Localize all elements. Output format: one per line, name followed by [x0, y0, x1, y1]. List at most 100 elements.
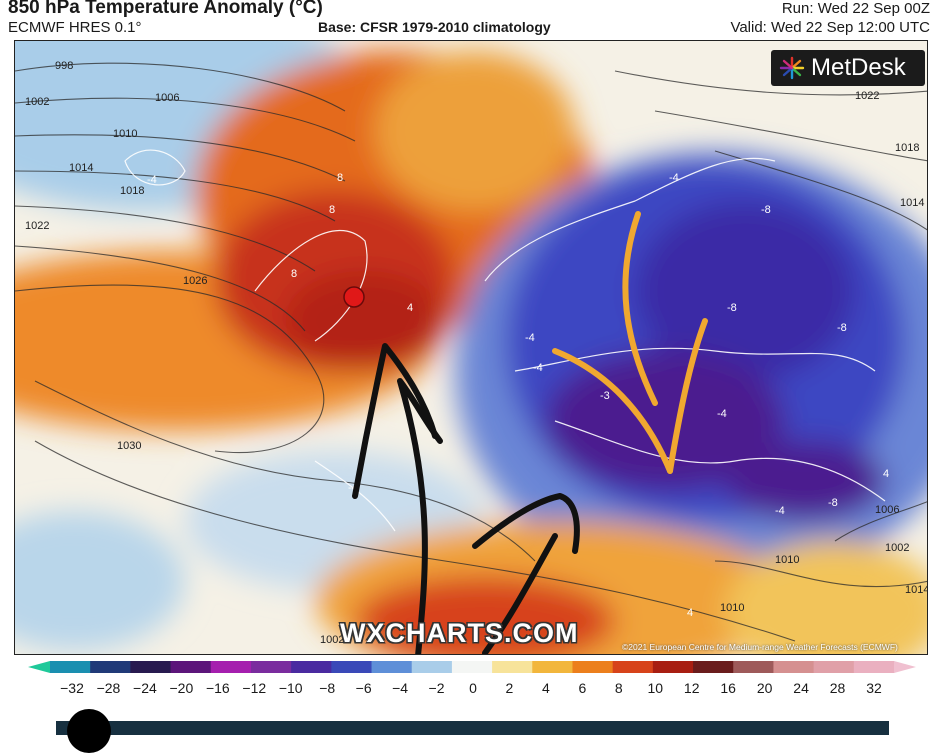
model-label: ECMWF HRES 0.1°	[8, 19, 142, 36]
isobars	[15, 62, 927, 642]
colorbar-swatch	[291, 661, 332, 673]
orange-arrow-main	[552, 348, 673, 474]
colorbar-tick-label: 8	[614, 680, 623, 696]
isobar	[15, 245, 306, 332]
colorbar-swatch	[371, 661, 413, 673]
colorbar-tick-label: −12	[242, 680, 267, 696]
colorbar-labels: −32 −28 −24 −20 −16 −12 −10 −8 −6 −4 −2 0 2 4 6 8 10 12 16…	[0, 680, 945, 700]
anomaly-label: -4	[525, 332, 535, 344]
colorbar-tick-label: 6	[578, 680, 587, 696]
time-slider-thumb[interactable]	[67, 709, 111, 753]
anomaly-label: -4	[147, 174, 157, 186]
isobar	[15, 205, 316, 272]
colorbar-tick-label: −20	[169, 680, 194, 696]
colorbar-swatch	[652, 661, 694, 673]
colorbar-tick-label: 32	[866, 680, 882, 696]
anomaly-label: 4	[883, 468, 889, 480]
isobar-label: 998	[55, 60, 73, 72]
warm-advection-arrows	[352, 343, 580, 654]
isobar-label: 1014	[900, 197, 924, 209]
orange-arrow-head	[667, 318, 708, 474]
isobar	[15, 284, 325, 453]
colorbar-swatch	[532, 661, 573, 673]
colorbar-tick-label: 12	[683, 680, 700, 696]
colorbar-tick-label: 20	[756, 680, 773, 696]
colorbar-swatch	[210, 661, 252, 673]
black-arrow-middle	[397, 378, 443, 654]
isobar-label: 1014	[905, 584, 928, 596]
colorbar-swatch	[773, 661, 815, 673]
anomaly-contour	[554, 420, 886, 502]
colorbar-tick-label: −8	[319, 680, 336, 696]
colorbar-tick-label: −24	[133, 680, 157, 696]
isobar-labels: 998 1002 1006 1010 1014 1018 1022 1026 1…	[25, 60, 928, 646]
isobar	[834, 501, 927, 542]
anomaly-label: -4	[669, 172, 679, 184]
colorbar-tick-label: −6	[355, 680, 372, 696]
anomaly-label: -8	[761, 204, 771, 216]
warm-scandinavia	[375, 51, 575, 211]
isobar-label: 1010	[775, 554, 799, 566]
isobar-label: 1022	[855, 90, 879, 102]
anomaly-label: -4	[717, 408, 727, 420]
anomaly-label: -8	[837, 322, 847, 334]
colorbar-tick-label: 0	[469, 680, 477, 696]
isobar-label: 1002	[25, 96, 49, 108]
isobar-label: 1026	[183, 275, 207, 287]
isobar-label: 1018	[895, 142, 919, 154]
colorbar-swatch	[250, 661, 292, 673]
colorbar-swatch	[90, 661, 131, 673]
colorbar-swatch	[572, 661, 614, 673]
black-arrow-right	[482, 533, 558, 654]
isobar	[15, 170, 336, 222]
isobar-label: 1010	[113, 128, 137, 140]
isobar-label: 1010	[720, 602, 744, 614]
time-slider-track[interactable]	[56, 721, 889, 735]
valid-label: Valid: Wed 22 Sep 12:00 UTC	[730, 19, 930, 36]
cool-southwest	[15, 511, 185, 651]
colorbar-swatch	[612, 661, 654, 673]
colorbar-swatch	[693, 661, 734, 673]
metdesk-logo: MetDesk	[771, 50, 925, 86]
colorbar-swatch	[50, 661, 91, 673]
cold-advection-arrows	[552, 211, 708, 474]
wxcharts-watermark: WXCHARTS.COM	[340, 618, 579, 648]
anomaly-labels: -4 8 8 8 -4 -8 -8 -4 -8 -4 -3 -4 4 4 -4 …	[147, 172, 889, 619]
colorbar-tick-label: 10	[647, 680, 664, 696]
anomaly-label: -4	[348, 482, 358, 494]
anomaly-label: -3	[600, 390, 610, 402]
run-label: Run: Wed 22 Sep 00Z	[781, 0, 930, 17]
cold-core-3	[725, 441, 885, 521]
metdesk-mark-icon	[779, 56, 805, 80]
colorbar-swatch	[130, 661, 172, 673]
cold-core-1	[635, 201, 855, 381]
warm-southeast	[725, 541, 927, 654]
location-marker	[343, 286, 365, 308]
colorbar-extend-high	[894, 661, 916, 673]
isobar	[34, 380, 536, 562]
colorbar-tick-label: 4	[542, 680, 550, 696]
colorbar-tick-label: −10	[278, 680, 303, 696]
colorbar-tick-label: −28	[96, 680, 121, 696]
colorbar-tick-label: −32	[60, 680, 84, 696]
cold-core-2	[545, 351, 785, 491]
base-label: Base: CFSR 1979-2010 climatology	[318, 19, 551, 35]
colorbar-swatch	[411, 661, 453, 673]
isobar	[714, 560, 927, 588]
isobar	[654, 110, 927, 162]
colorbar-swatch	[331, 661, 373, 673]
isobar	[714, 150, 927, 231]
colorbar-tick-label: 24	[793, 680, 809, 696]
colorbar-extend-low	[28, 661, 50, 673]
anomaly-contour	[484, 157, 776, 282]
isobar-label: 1030	[117, 440, 141, 452]
isobar-label: 1006	[155, 92, 179, 104]
anomaly-contour	[254, 229, 368, 342]
colorbar-swatch	[813, 661, 855, 673]
isobar	[34, 440, 796, 642]
anomaly-label: 8	[329, 204, 335, 216]
isobar-label: 1006	[875, 504, 899, 516]
isobar-label: 1014	[69, 162, 93, 174]
isobar-label: 1022	[25, 220, 49, 232]
colorbar-swatch	[492, 661, 533, 673]
